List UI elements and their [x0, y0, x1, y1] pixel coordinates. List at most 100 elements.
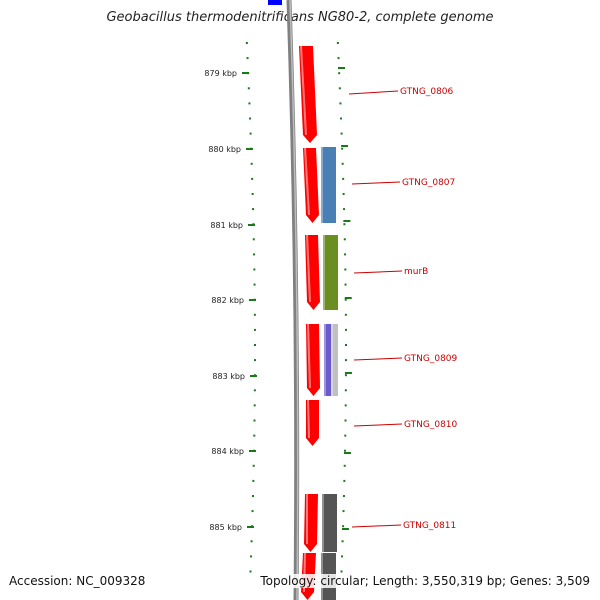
gene-leader-line	[353, 423, 403, 427]
feature-top-block[interactable]	[268, 0, 282, 5]
minor-tick-left	[253, 328, 256, 331]
blast-hit-bar-shine	[323, 235, 325, 310]
minor-tick-left	[251, 177, 254, 180]
minor-tick-right	[340, 117, 343, 120]
kbp-label: 880 kbp	[208, 145, 241, 154]
gene-label[interactable]: GTNG_0810	[404, 420, 458, 430]
minor-tick-right	[339, 102, 342, 105]
minor-tick-left	[252, 238, 255, 241]
kbp-label: 885 kbp	[209, 523, 242, 532]
minor-tick-right	[344, 374, 347, 377]
cds-arrows	[299, 45, 320, 600]
minor-tick-right	[344, 344, 347, 346]
major-tick-right	[343, 452, 351, 454]
minor-tick-right	[342, 510, 345, 513]
minor-tick-left	[253, 359, 256, 362]
kbp-labels: 879 kbp 880 kbp 881 kbp 882 kbp 883 kbp 884 k…	[204, 69, 245, 532]
minor-tick-right	[344, 328, 347, 331]
minor-tick-left	[253, 298, 256, 301]
minor-tick-right	[341, 540, 344, 543]
minor-tick-left	[253, 253, 256, 256]
cds-arrow-highlight	[307, 399, 310, 439]
blast-hit-bar[interactable]	[322, 494, 337, 552]
minor-tick-right	[344, 298, 347, 301]
minor-tick-right	[340, 570, 343, 573]
minor-tick-left	[248, 102, 251, 105]
tick-marks-right	[336, 42, 352, 573]
minor-tick-right	[344, 434, 347, 437]
minor-tick-right	[344, 283, 347, 286]
minor-tick-right	[344, 404, 347, 407]
minor-tick-left	[253, 268, 256, 271]
minor-tick-left	[247, 72, 250, 75]
minor-tick-left	[246, 57, 249, 60]
kbp-label: 884 kbp	[211, 447, 244, 456]
minor-tick-right	[336, 42, 339, 44]
blast-hit-bar[interactable]	[321, 147, 336, 223]
minor-tick-right	[342, 525, 345, 528]
major-tick-right	[341, 145, 349, 147]
minor-tick-right	[344, 313, 347, 316]
gene-label[interactable]: murB	[404, 267, 428, 277]
minor-tick-right	[338, 87, 341, 90]
major-tick-left	[242, 72, 249, 74]
minor-tick-left	[250, 555, 253, 558]
minor-tick-left	[251, 193, 254, 195]
gene-label[interactable]: GTNG_0807	[402, 178, 455, 188]
gene-label[interactable]: GTNG_0806	[400, 87, 454, 97]
blast-hit-bar-shine	[322, 494, 324, 552]
map-title: Geobacillus thermodenitrificans NG80-2, …	[106, 10, 494, 25]
kbp-label: 879 kbp	[204, 69, 237, 78]
minor-tick-left	[253, 404, 256, 407]
minor-tick-left	[250, 540, 253, 543]
major-tick-right	[343, 220, 351, 222]
minor-tick-left	[245, 42, 248, 44]
blast-hit-bar[interactable]	[323, 235, 338, 310]
minor-tick-right	[342, 495, 345, 497]
major-tick-right	[341, 528, 349, 530]
kbp-label: 883 kbp	[212, 372, 245, 381]
gene-leader-line	[353, 357, 403, 361]
minor-tick-right	[342, 177, 345, 180]
gene-leaders	[348, 90, 403, 528]
minor-tick-left	[247, 87, 250, 90]
cds-arrow-highlight	[304, 147, 310, 216]
minor-tick-left	[251, 525, 254, 528]
minor-tick-left	[253, 313, 256, 316]
backbone-arc-highlight	[289, 0, 299, 600]
accession-text: Accession: NC_009328	[9, 574, 146, 588]
minor-tick-left	[253, 389, 256, 392]
minor-tick-left	[252, 208, 255, 211]
minor-tick-right	[344, 389, 347, 392]
minor-tick-right	[340, 132, 343, 135]
minor-tick-left	[253, 449, 256, 452]
minor-tick-left	[250, 147, 253, 150]
blast-hit-bar[interactable]	[331, 324, 338, 396]
minor-tick-right	[343, 464, 346, 467]
minor-tick-left	[249, 117, 252, 120]
kbp-label: 882 kbp	[211, 296, 244, 305]
major-tick-right	[338, 67, 346, 69]
minor-tick-left	[253, 419, 256, 422]
gene-leader-line	[348, 90, 399, 95]
minor-tick-left	[249, 132, 252, 135]
blast-hit-bar[interactable]	[324, 324, 331, 396]
tick-marks-left	[242, 42, 257, 573]
minor-tick-right	[343, 479, 346, 482]
minor-tick-left	[253, 283, 256, 286]
gene-label[interactable]: GTNG_0811	[403, 521, 456, 531]
genome-summary-text: Topology: circular; Length: 3,550,319 bp…	[260, 574, 590, 588]
minor-tick-left	[251, 495, 254, 497]
cds-arrow-highlight	[307, 323, 311, 389]
minor-tick-left	[252, 464, 255, 467]
blast-hit-bar-shine	[331, 324, 333, 396]
blast-bars	[321, 147, 338, 600]
cds-arrow-highlight	[306, 234, 311, 303]
cds-arrow[interactable]	[299, 46, 317, 143]
blast-hit-bar-shine	[324, 324, 326, 396]
minor-tick-right	[344, 268, 347, 271]
minor-tick-right	[338, 72, 341, 75]
major-tick-left	[249, 450, 256, 452]
gene-label[interactable]: GTNG_0809	[404, 354, 458, 364]
